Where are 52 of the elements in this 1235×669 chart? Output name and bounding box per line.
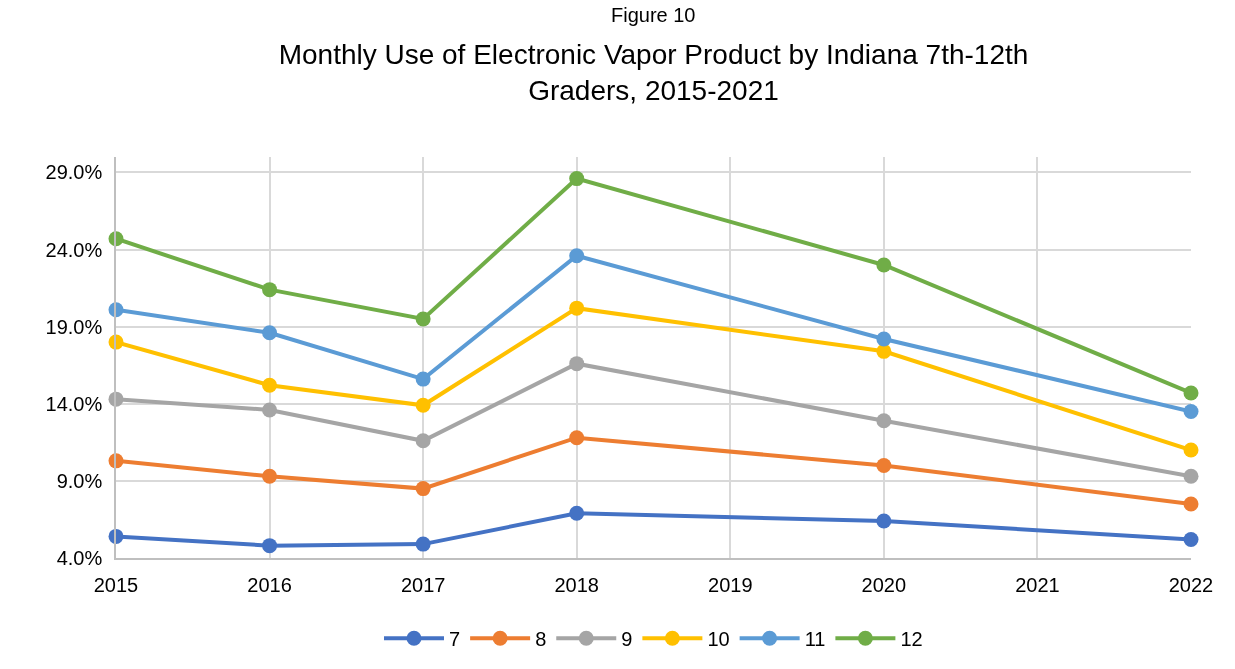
- point: [415, 397, 431, 413]
- point: [415, 311, 431, 327]
- legend-label: 9: [621, 628, 633, 650]
- y-tick-label: 19.0%: [45, 315, 103, 338]
- x-tick-label: 2022: [1168, 573, 1214, 596]
- y-tick-label: 9.0%: [56, 469, 103, 492]
- point: [569, 171, 585, 187]
- legend-label: 12: [900, 628, 923, 650]
- x-tick-label: 2016: [247, 573, 292, 596]
- point: [262, 377, 278, 393]
- x-tick-label: 2019: [708, 573, 753, 596]
- x-tick-label: 2018: [554, 573, 599, 596]
- point: [876, 513, 892, 529]
- point: [569, 505, 585, 521]
- y-tick-label: 29.0%: [45, 161, 103, 184]
- point: [1183, 385, 1199, 401]
- y-tick-label: 4.0%: [56, 547, 103, 569]
- y-tick-label: 24.0%: [45, 238, 103, 261]
- legend-label: 7: [449, 628, 461, 650]
- chart-title: Monthly Use of Electronic Vapor Product by Indiana 7th-12th Graders, 2015-2021: [278, 38, 1029, 106]
- point: [876, 257, 892, 273]
- point: [876, 457, 892, 473]
- caption: Figure 10: [611, 4, 696, 26]
- legend-label: 11: [804, 628, 826, 650]
- x-tick-label: 2020: [861, 573, 907, 596]
- point: [262, 402, 278, 418]
- legend-label: 8: [535, 628, 547, 650]
- point: [262, 468, 278, 484]
- legend-label: 10: [707, 628, 730, 650]
- point: [262, 325, 278, 341]
- x-tick-label: 2017: [400, 573, 446, 596]
- point: [262, 538, 278, 554]
- y-tick-label: 14.0%: [45, 392, 103, 415]
- point: [1183, 403, 1199, 419]
- point: [1183, 442, 1199, 458]
- point: [415, 536, 431, 552]
- point: [876, 343, 892, 359]
- point: [876, 331, 892, 347]
- x-tick-label: 2015: [93, 573, 139, 596]
- point: [1183, 531, 1199, 547]
- point: [569, 248, 585, 264]
- point: [415, 433, 431, 449]
- point: [569, 430, 585, 446]
- point: [569, 300, 585, 316]
- point: [415, 481, 431, 497]
- point: [569, 356, 585, 372]
- point: [262, 282, 278, 298]
- point: [1183, 468, 1199, 484]
- point: [876, 413, 892, 429]
- point: [1183, 496, 1199, 512]
- x-tick-label: 2021: [1015, 573, 1060, 596]
- point: [415, 371, 431, 387]
